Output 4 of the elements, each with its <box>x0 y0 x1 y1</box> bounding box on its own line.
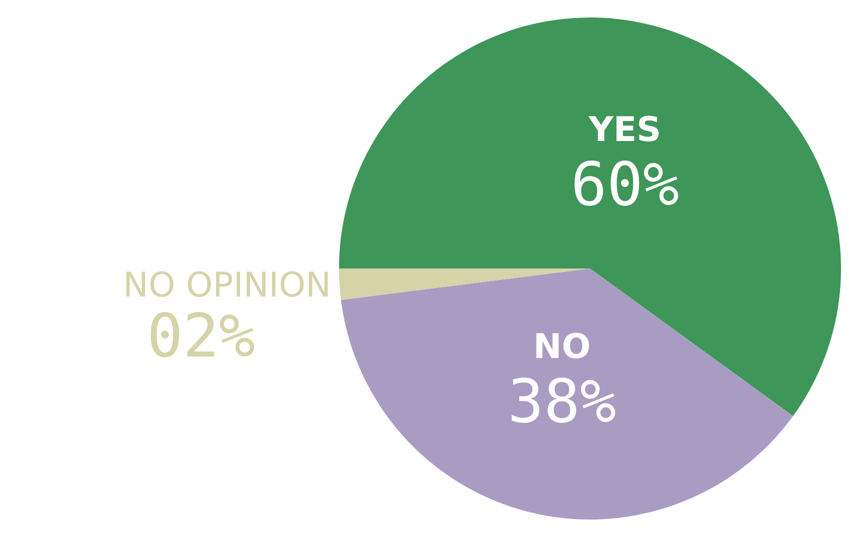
slice-label: NO <box>533 326 591 367</box>
data-label: 38% <box>508 366 616 437</box>
data-label: 60% <box>570 150 680 220</box>
slice-label: YES <box>588 110 662 150</box>
